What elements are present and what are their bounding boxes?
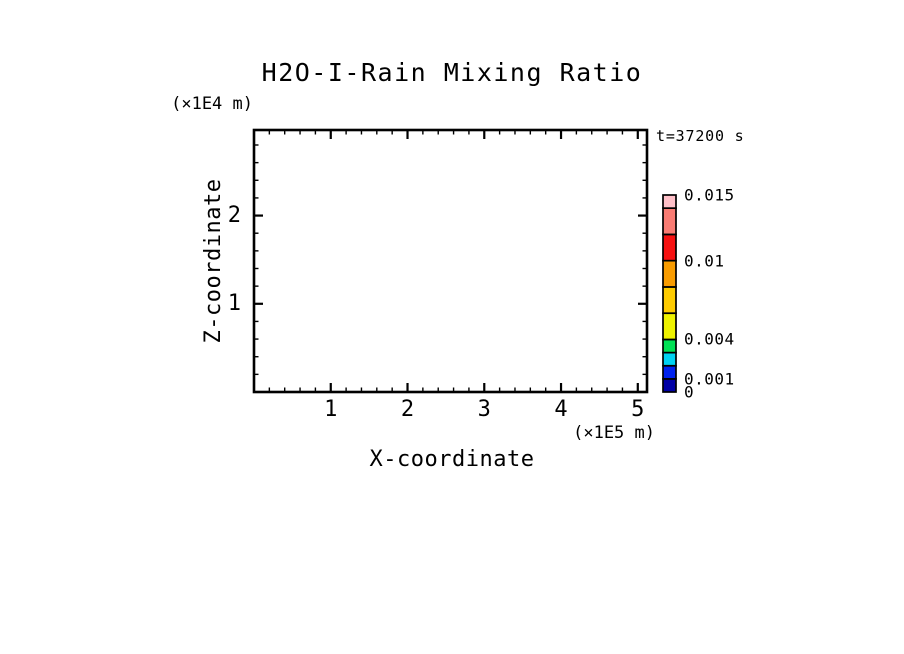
y-tick-label-0: 1 bbox=[227, 290, 241, 316]
chart-title: H2O-I-Rain Mixing Ratio bbox=[261, 58, 643, 87]
x-tick-label-1: 2 bbox=[400, 397, 415, 422]
colorbar-label-2: 0.004 bbox=[684, 329, 735, 349]
y-tick-label-1: 2 bbox=[227, 202, 241, 228]
y-axis-title: Z-coordinate bbox=[201, 178, 226, 344]
time-stamp-label: t=37200 s bbox=[656, 127, 745, 145]
x-axis-unit-label: (×1E5 m) bbox=[573, 423, 655, 443]
x-axis-title: X-coordinate bbox=[369, 447, 535, 472]
colorbar-label-3: 0.001 bbox=[684, 369, 735, 389]
colorbar-label-4: 0 bbox=[684, 382, 695, 402]
x-tick-label-2: 3 bbox=[477, 397, 491, 422]
y-axis-unit-label: (×1E4 m) bbox=[171, 94, 253, 114]
x-tick-label-0: 1 bbox=[324, 397, 338, 422]
colorbar-label-0: 0.015 bbox=[684, 185, 735, 205]
colorbar-label-1: 0.01 bbox=[684, 251, 725, 271]
x-tick-label-4: 5 bbox=[631, 397, 645, 422]
x-tick-label-3: 4 bbox=[554, 397, 568, 422]
